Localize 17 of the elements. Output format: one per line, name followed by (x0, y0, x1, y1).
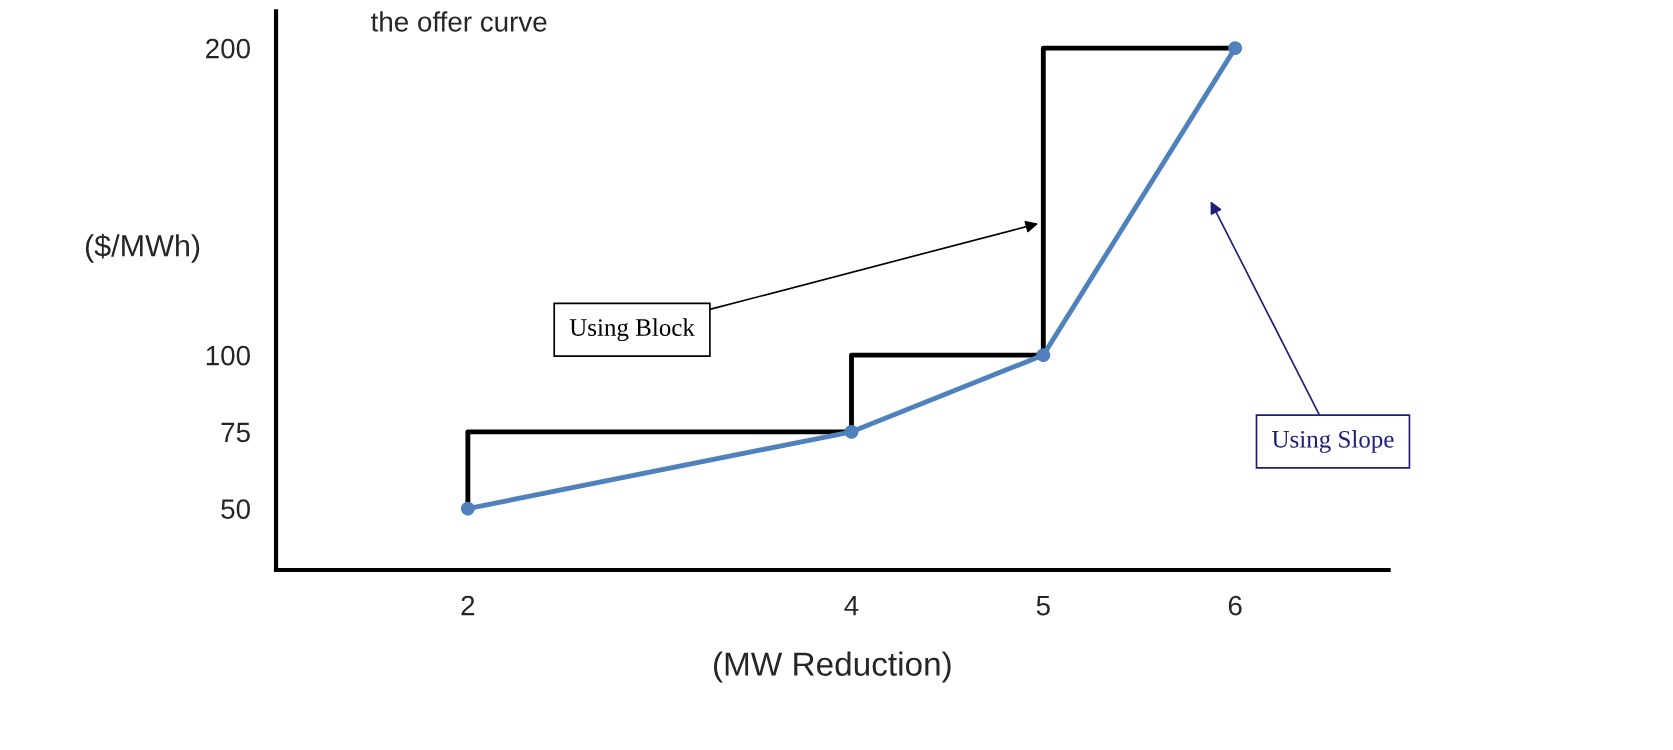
y-tick-label: 75 (221, 422, 250, 443)
x-tick-label: 2 (461, 595, 475, 616)
annotation: Using Block (569, 318, 695, 342)
x-tick-label: 6 (1228, 595, 1242, 616)
y-axis-title: ($/MWh) (85, 233, 200, 263)
y-tick-label: 50 (221, 499, 250, 519)
annotation: Using Slope (1272, 430, 1394, 453)
point (1036, 348, 1051, 363)
x-tick-label: 4 (844, 596, 859, 616)
point (844, 424, 859, 439)
point (460, 501, 475, 516)
y-tick-label: 100 (206, 345, 250, 366)
point (1228, 41, 1243, 56)
x-axis-title: (MW Reduction) (714, 651, 951, 683)
y-tick-label: 200 (206, 38, 250, 59)
chart-title: the offer curve (371, 11, 547, 32)
x-tick-label: 5 (1036, 596, 1050, 616)
